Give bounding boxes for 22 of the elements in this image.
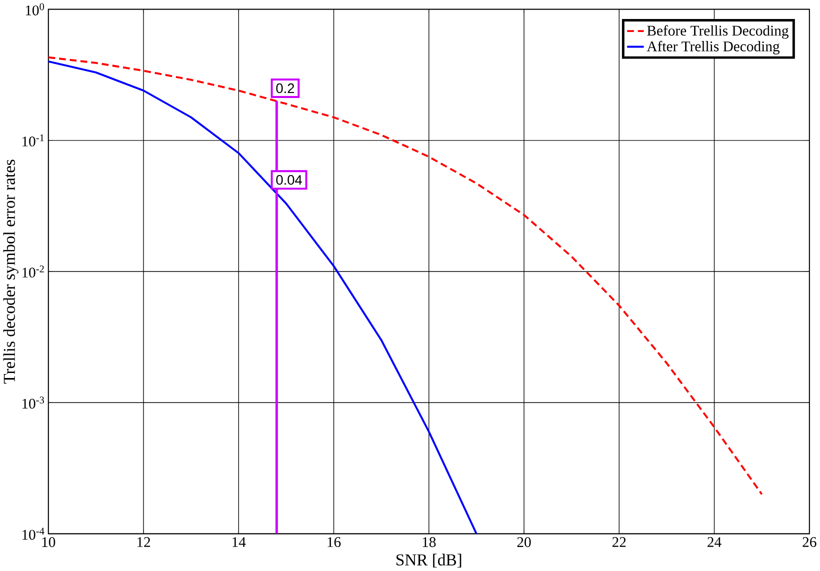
line-series [48, 56, 763, 496]
legend-label: After Trellis Decoding [646, 40, 780, 54]
x-tick-label: 14 [232, 537, 246, 547]
x-axis-title: SNR [dB] [396, 554, 462, 568]
y-tick-label: 10$^{0}$ [26, 3, 44, 16]
y-axis-title: Trellis decoder symbol error rates [3, 160, 18, 384]
x-tick-label: 18 [422, 537, 436, 548]
x-tick-label: 22 [612, 537, 626, 547]
y-tick-label: 10$^{-2}$ [22, 266, 44, 278]
x-tick-label: 12 [137, 537, 150, 547]
line-series [48, 60, 478, 534]
y-tick-label: 10$^{-4}$ [22, 528, 44, 540]
annotation: 0.2 [276, 84, 294, 94]
y-tick-label: 10$^{-1}$ [22, 134, 44, 147]
x-tick-label: 20 [517, 537, 531, 548]
y-tick-label: 10$^{-3}$ [22, 396, 44, 409]
legend-label: Before Trellis Decoding [647, 25, 789, 39]
x-tick-label: 24 [708, 537, 722, 547]
annotation: 0.04 [276, 175, 302, 185]
x-tick-label: 10 [42, 537, 56, 548]
x-tick-label: 26 [802, 537, 816, 548]
x-tick-label: 16 [328, 537, 341, 548]
